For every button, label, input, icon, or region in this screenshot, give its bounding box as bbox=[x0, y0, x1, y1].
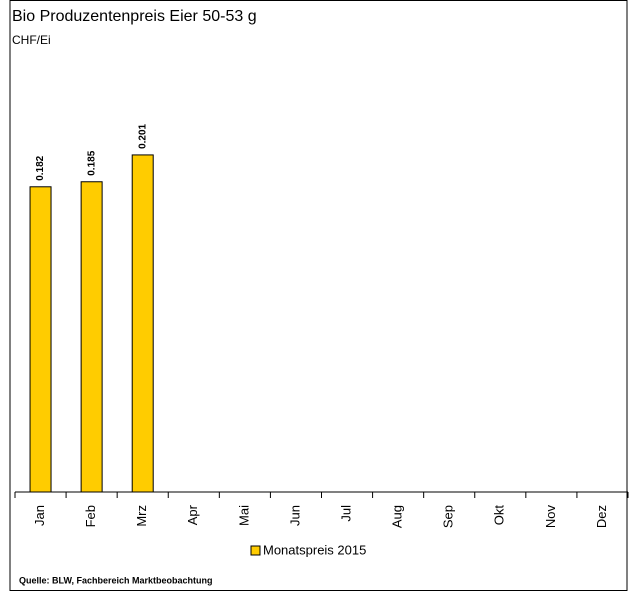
x-tick-label: Mrz bbox=[134, 505, 149, 527]
x-tick-label: Dez bbox=[594, 505, 609, 528]
x-tick-label: Nov bbox=[543, 505, 558, 529]
chart-border bbox=[9, 0, 628, 591]
x-tick-label: Apr bbox=[185, 504, 200, 525]
bar bbox=[80, 181, 103, 493]
bar bbox=[131, 154, 154, 493]
source-note: Quelle: BLW, Fachbereich Marktbeobachtun… bbox=[19, 575, 213, 585]
legend-label: Monatspreis 2015 bbox=[263, 542, 366, 557]
bar bbox=[29, 186, 52, 493]
x-tick-label: Jul bbox=[338, 505, 353, 522]
x-tick-label: Feb bbox=[83, 505, 98, 527]
data-label: 0.182 bbox=[35, 155, 46, 180]
x-tick-label: Jan bbox=[32, 505, 47, 526]
data-label: 0.185 bbox=[86, 150, 97, 175]
x-tick-label: Sep bbox=[441, 505, 456, 528]
data-label: 0.201 bbox=[137, 123, 148, 148]
chart-title: Bio Produzentenpreis Eier 50-53 g bbox=[12, 8, 257, 25]
chart-subtitle: CHF/Ei bbox=[12, 33, 51, 47]
x-tick-label: Mai bbox=[236, 505, 251, 526]
x-tick-label: Okt bbox=[492, 505, 507, 526]
x-tick-label: Aug bbox=[390, 505, 405, 528]
legend-swatch bbox=[250, 545, 261, 556]
x-tick-label: Jun bbox=[287, 505, 302, 526]
